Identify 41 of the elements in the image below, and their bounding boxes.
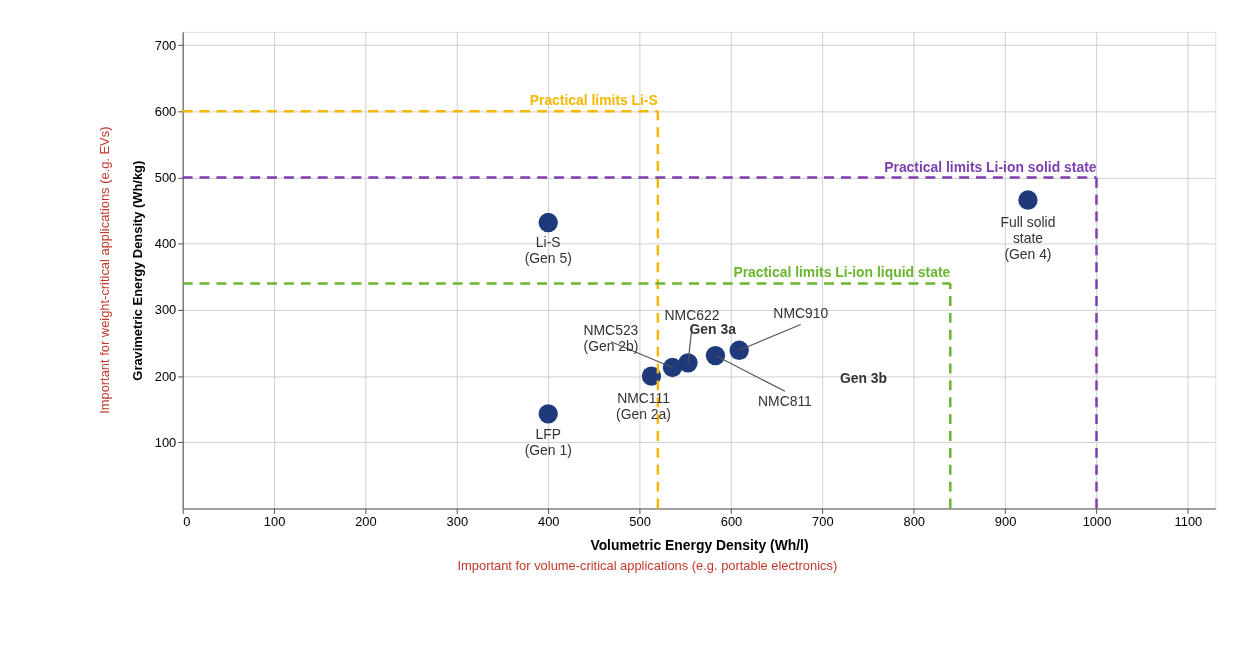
x-axis-title: Volumetric Energy Density (Wh/l) bbox=[590, 536, 809, 553]
x-tick-label: 1100 bbox=[1174, 513, 1203, 529]
y-tick-label: 700 bbox=[154, 37, 177, 53]
text: Important for volume-critical applications (e.g. portable electronics) bbox=[457, 558, 838, 574]
point bbox=[538, 404, 558, 424]
y-axis-title: Gravimetric Energy Density (Wh/kg) bbox=[129, 160, 145, 381]
ref-line-label: Practical limits Li-ion liquid state bbox=[733, 264, 951, 281]
y-tick-label: 500 bbox=[154, 169, 177, 185]
annotation: NMC523 (Gen 2b) bbox=[583, 321, 639, 354]
point bbox=[729, 340, 749, 360]
x-tick-label: 600 bbox=[720, 513, 743, 529]
annotation: NMC111 (Gen 2a) bbox=[616, 389, 671, 422]
x-tick-label: 500 bbox=[629, 513, 651, 529]
point bbox=[538, 212, 558, 233]
x-tick-label: 100 bbox=[263, 513, 286, 529]
annotation: Li-S (Gen 5) bbox=[524, 234, 572, 267]
x-tick-label: 900 bbox=[994, 513, 1017, 529]
y-tick-label: 400 bbox=[154, 236, 177, 252]
y-tick-label: 100 bbox=[154, 434, 177, 450]
ref-line-label: Practical limits Li-ion solid state bbox=[884, 158, 1097, 175]
point bbox=[705, 345, 726, 366]
annotation: LFP (Gen 1) bbox=[524, 425, 572, 458]
y-tick-label: 600 bbox=[154, 103, 177, 119]
x-tick-label: 300 bbox=[446, 513, 469, 529]
x-tick-label: 700 bbox=[812, 513, 834, 529]
annotation: NMC811 bbox=[758, 393, 813, 410]
annotation: NMC910 bbox=[773, 304, 829, 321]
x-tick-label: 0 bbox=[183, 513, 191, 529]
text: Important for weight-critical applications (e.g. EVs) bbox=[97, 126, 113, 414]
point bbox=[1018, 190, 1038, 210]
x-tick-label: 200 bbox=[355, 513, 377, 529]
annotation: Gen 3b bbox=[839, 370, 888, 387]
y-tick-label: 200 bbox=[154, 368, 177, 384]
annotation: Full solid state (Gen 4) bbox=[1000, 213, 1056, 262]
point bbox=[641, 366, 662, 386]
point bbox=[678, 353, 698, 373]
y-tick-label: 300 bbox=[154, 302, 177, 318]
ref-line-label: Practical limits Li-S bbox=[529, 92, 658, 109]
x-tick-label: 1000 bbox=[1082, 513, 1112, 529]
x-tick-label: 800 bbox=[903, 513, 925, 529]
x-tick-label: 400 bbox=[537, 513, 560, 529]
